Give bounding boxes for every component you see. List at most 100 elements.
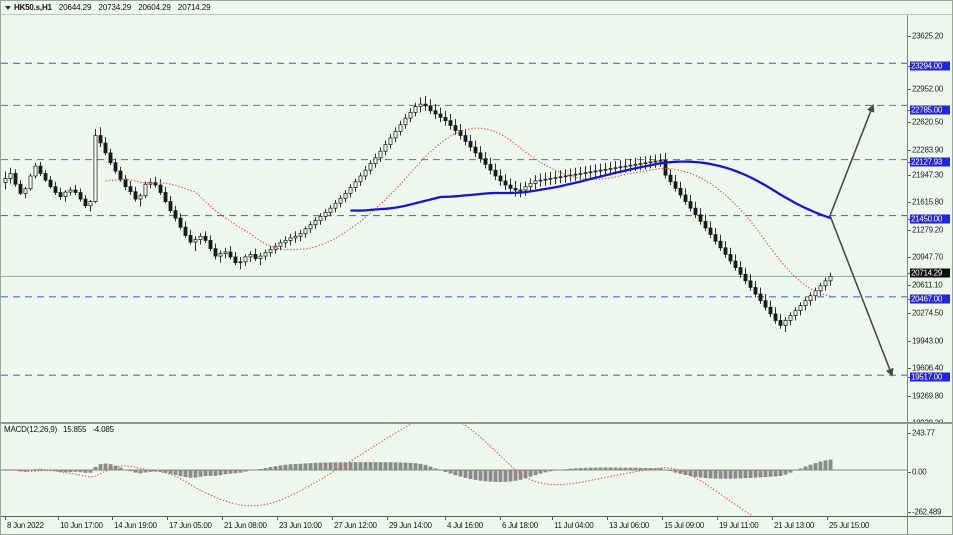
- macd-histogram-bar: [58, 470, 63, 473]
- macd-histogram-bar: [688, 470, 693, 476]
- macd-axis-tick: [908, 512, 911, 513]
- time-axis[interactable]: 8 Jun 2022 10 Jun 17:00 14 Jun 19:00 17 Jun…: [1, 516, 907, 534]
- candle-body: [418, 103, 423, 107]
- macd-histogram-bar: [213, 470, 218, 476]
- price-level-label[interactable]: 19517.00: [910, 372, 950, 382]
- candle-body: [48, 179, 53, 188]
- price-level-label[interactable]: 22785.00: [910, 105, 950, 115]
- candle-body: [63, 191, 68, 197]
- candle-body: [343, 192, 348, 199]
- macd-histogram-bar: [778, 470, 783, 476]
- macd-histogram-bar: [348, 462, 353, 470]
- candle-body: [193, 239, 198, 243]
- macd-histogram-bar: [553, 470, 558, 471]
- candle-body: [578, 173, 583, 175]
- time-axis-label: 11 Jul 04:00: [554, 521, 594, 530]
- time-axis-label: 6 Jul 18:00: [502, 521, 538, 530]
- chevron-down-icon[interactable]: [5, 5, 11, 10]
- macd-histogram-bar: [323, 462, 328, 470]
- macd-histogram-bar: [458, 470, 463, 477]
- macd-histogram-bar: [788, 470, 793, 473]
- macd-histogram-bar: [473, 470, 478, 480]
- price-level-label[interactable]: 21450.00: [910, 214, 950, 224]
- candle-body: [533, 180, 538, 184]
- price-chart-pane[interactable]: [1, 14, 907, 421]
- macd-histogram-bar: [488, 470, 493, 482]
- candle-body: [98, 135, 103, 144]
- candle-body: [683, 194, 688, 202]
- ma-slow-solid-line: [350, 160, 831, 220]
- macd-histogram-bar: [303, 463, 308, 470]
- candle-body: [523, 186, 528, 191]
- candle-body: [828, 276, 833, 282]
- candle-body: [13, 173, 18, 185]
- macd-histogram-bar: [43, 469, 48, 470]
- macd-histogram-bar: [633, 467, 638, 470]
- time-axis-tick: [277, 517, 278, 520]
- candle-body: [288, 237, 293, 241]
- macd-histogram-bar: [318, 462, 323, 470]
- macd-histogram-bar: [718, 470, 723, 479]
- candle-body: [678, 187, 683, 196]
- macd-histogram-bar: [698, 470, 703, 478]
- macd-histogram-bar: [593, 467, 598, 470]
- macd-histogram-bar: [578, 468, 583, 470]
- candle-body: [548, 178, 553, 180]
- macd-histogram-bar: [733, 470, 738, 479]
- macd-axis[interactable]: 243.77 0.00 -262.489: [907, 422, 952, 516]
- bullish-projection-arrow[interactable]: [829, 103, 875, 216]
- macd-axis-label: 243.77: [912, 428, 935, 438]
- macd-histogram-bar: [248, 470, 253, 471]
- candle-body: [443, 116, 448, 122]
- macd-indicator-pane[interactable]: MACD(12,26,9) 15.855 -4.085: [1, 422, 907, 518]
- candle-body: [293, 235, 298, 239]
- candle-body: [8, 173, 13, 179]
- price-axis-label: 19269.80: [912, 391, 943, 401]
- candle-body: [628, 164, 633, 167]
- candle-body: [138, 195, 143, 200]
- candle-body: [203, 235, 208, 241]
- time-axis-label: 8 Jun 2022: [7, 521, 44, 530]
- price-axis-tick: [908, 273, 911, 274]
- macd-histogram-bar: [543, 470, 548, 473]
- candle-body: [553, 177, 558, 179]
- ma-fast-dotted-line: [105, 127, 831, 297]
- candle-body: [473, 146, 478, 154]
- candle-body: [608, 168, 613, 170]
- current-price-label[interactable]: 20714.29: [910, 268, 950, 278]
- candle-body: [723, 247, 728, 255]
- macd-histogram-bar: [723, 470, 728, 479]
- macd-histogram-bar: [178, 470, 183, 477]
- macd-histogram-bar: [378, 462, 383, 470]
- candle-body: [303, 228, 308, 235]
- time-axis-tick: [662, 517, 663, 520]
- candle-body: [243, 256, 248, 263]
- candle-body: [823, 280, 828, 287]
- macd-histogram-bar: [423, 464, 428, 470]
- price-level-label[interactable]: 22127.93: [910, 157, 950, 167]
- macd-histogram-bar: [618, 467, 623, 470]
- macd-histogram-bar: [773, 470, 778, 477]
- bearish-projection-arrow[interactable]: [829, 215, 894, 377]
- macd-histogram-bar: [418, 463, 423, 470]
- macd-histogram-bar: [223, 470, 228, 475]
- candle-body: [768, 306, 773, 315]
- price-axis-tick: [908, 299, 911, 300]
- macd-histogram-bar: [273, 466, 278, 470]
- candle-body: [428, 105, 433, 112]
- candle-body: [123, 178, 128, 188]
- macd-histogram-bar: [668, 470, 673, 472]
- price-axis-label: 21615.80: [912, 197, 943, 207]
- candle-body: [238, 261, 243, 264]
- price-axis-label: 20947.70: [912, 252, 943, 262]
- candle-body: [818, 285, 823, 292]
- price-level-label[interactable]: 23294.00: [910, 61, 950, 71]
- macd-histogram-bar: [673, 470, 678, 473]
- macd-histogram-bar: [263, 468, 268, 470]
- price-axis-tick: [908, 202, 911, 203]
- price-level-label[interactable]: 20467.00: [910, 294, 950, 304]
- candle-body: [93, 135, 98, 202]
- time-axis-label: 17 Jun 05:00: [169, 521, 212, 530]
- candle-body: [333, 202, 338, 209]
